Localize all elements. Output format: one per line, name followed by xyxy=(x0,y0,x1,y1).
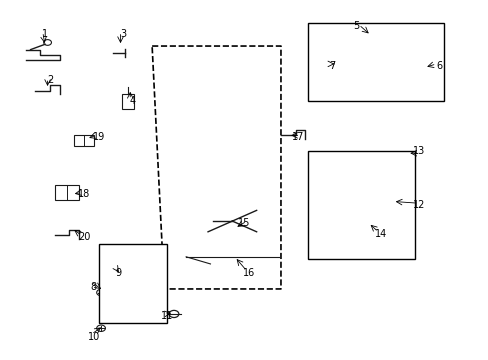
Bar xyxy=(74,135,94,146)
Bar xyxy=(122,94,133,109)
Text: 20: 20 xyxy=(78,232,90,242)
Text: 12: 12 xyxy=(412,200,425,210)
Text: 13: 13 xyxy=(412,147,425,157)
Text: 18: 18 xyxy=(78,189,90,199)
Text: 7: 7 xyxy=(328,61,334,71)
Text: 3: 3 xyxy=(120,28,126,39)
Text: 1: 1 xyxy=(42,28,48,39)
Bar xyxy=(55,185,79,200)
Text: 15: 15 xyxy=(238,218,250,228)
Bar xyxy=(324,207,387,249)
Text: 16: 16 xyxy=(243,268,255,278)
Bar xyxy=(99,244,166,323)
Text: 10: 10 xyxy=(87,332,100,342)
Text: 5: 5 xyxy=(352,21,359,31)
Text: 2: 2 xyxy=(47,75,53,85)
Bar xyxy=(307,23,443,102)
Text: 14: 14 xyxy=(374,229,386,239)
Text: 4: 4 xyxy=(129,96,136,107)
Text: 19: 19 xyxy=(92,132,104,142)
Text: 17: 17 xyxy=(291,132,304,142)
Bar xyxy=(108,303,132,318)
Text: 6: 6 xyxy=(435,61,441,71)
Text: 11: 11 xyxy=(160,311,172,321)
Text: 9: 9 xyxy=(115,268,121,278)
Text: 8: 8 xyxy=(90,282,97,292)
Bar xyxy=(307,152,414,258)
